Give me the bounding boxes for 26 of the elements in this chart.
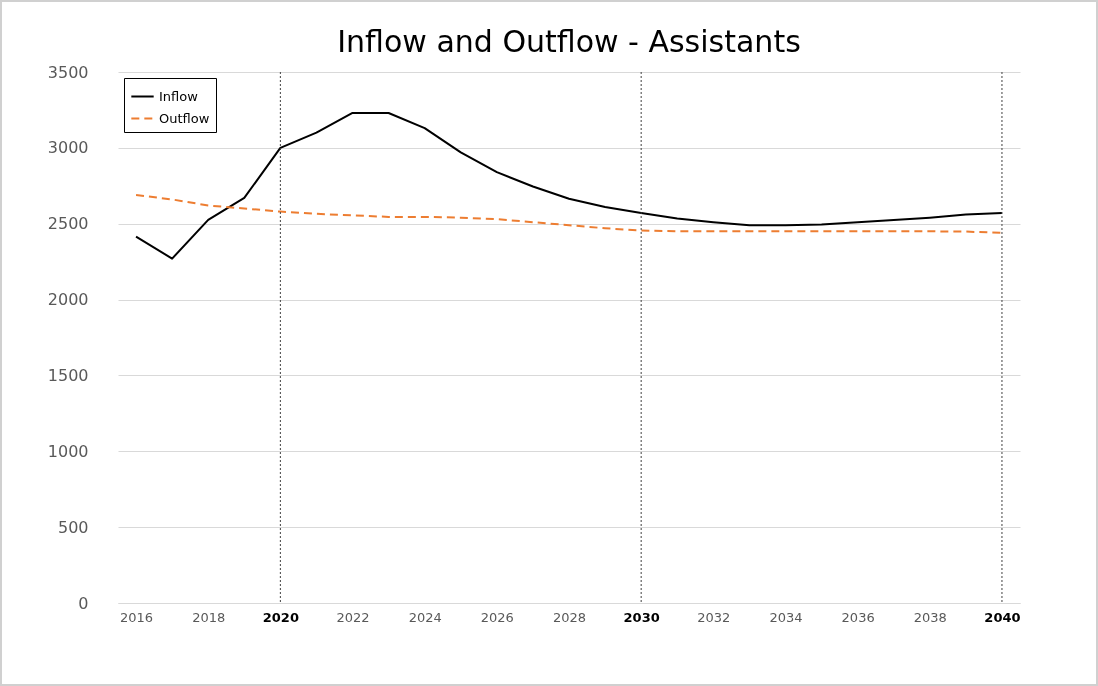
x-tick-label: 2024 bbox=[408, 609, 442, 625]
x-tick-label: 2020 bbox=[262, 609, 299, 625]
line-series bbox=[135, 111, 1003, 260]
y-tick-label: 1500 bbox=[47, 365, 89, 385]
x-tick-label: 2032 bbox=[697, 609, 731, 625]
x-tick-label: 2036 bbox=[841, 609, 875, 625]
x-tick-label: 2026 bbox=[480, 609, 514, 625]
x-tick-label: 2016 bbox=[119, 609, 154, 625]
y-tick-label: 500 bbox=[57, 517, 89, 537]
x-tick-label: 2038 bbox=[913, 609, 947, 625]
y-tick-label: 2500 bbox=[47, 214, 89, 234]
x-tick-label: 2030 bbox=[623, 609, 660, 625]
legend-label: Inflow bbox=[159, 88, 199, 104]
x-tick-label: 2028 bbox=[552, 609, 587, 625]
line-series bbox=[135, 193, 1003, 234]
x-tick-label: 2022 bbox=[336, 609, 370, 625]
legend-label: Outflow bbox=[159, 110, 210, 126]
y-tick-label: 0 bbox=[78, 593, 89, 613]
chart-title: Inflow and Outflow - Assistants bbox=[337, 24, 801, 59]
y-tick-label: 2000 bbox=[47, 290, 89, 310]
y-tick-label: 3000 bbox=[47, 138, 89, 158]
x-tick-label: 2034 bbox=[769, 609, 803, 625]
y-tick-label: 3500 bbox=[47, 62, 89, 82]
x-tick-label: 2040 bbox=[984, 609, 1021, 625]
y-tick-label: 1000 bbox=[47, 441, 89, 461]
x-tick-label: 2018 bbox=[192, 609, 226, 625]
